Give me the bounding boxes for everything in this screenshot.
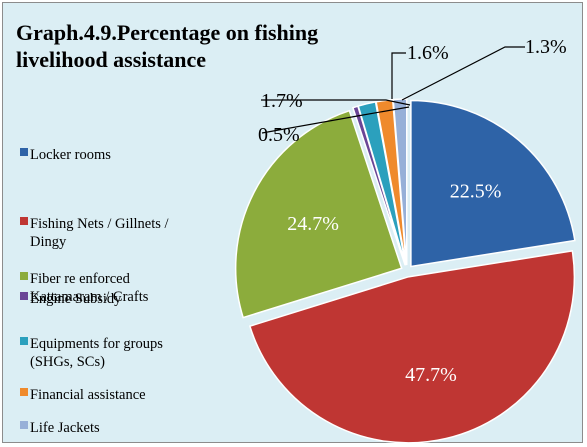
pie-slice-2 <box>248 250 576 444</box>
legend: Locker rooms Fishing Nets / Gillnets / Din… <box>20 147 170 436</box>
data-label-4: 0.5% <box>258 124 300 146</box>
legend-label-2-line-2: Dingy <box>30 234 67 250</box>
data-label-1: 22.5% <box>450 181 502 203</box>
data-label-3: 24.7% <box>287 213 339 235</box>
leader-line-4 <box>261 106 410 134</box>
legend-swatch-4 <box>20 292 28 300</box>
pie-slice-7 <box>392 98 408 266</box>
legend-swatch-6 <box>20 388 28 396</box>
legend-swatch-3 <box>20 272 28 280</box>
legend-label-5: Equipments for groups <box>30 336 163 352</box>
chart-title-line-2: livelihood assistance <box>16 47 206 72</box>
legend-label-4: Engine Subsidy <box>30 291 122 307</box>
data-label-7: 1.3% <box>525 36 567 58</box>
chart-title-line-1: Graph.4.9.Percentage on fishing <box>16 20 318 45</box>
chart-area: Graph.4.9.Percentage on fishing liveliho… <box>2 2 583 444</box>
legend-label-1: Locker rooms <box>30 147 111 163</box>
legend-label-7: Life Jackets <box>30 420 100 436</box>
legend-label-2: Fishing Nets / Gillnets / <box>30 216 170 232</box>
legend-label-5-line-2: (SHGs, SCs) <box>30 354 105 370</box>
pie-slices <box>234 98 576 444</box>
legend-label-3: Fiber re enforced <box>30 271 131 287</box>
legend-label-6: Financial assistance <box>30 387 146 403</box>
pie-slice-1 <box>410 99 576 268</box>
legend-label-3-line-2: Kattamaram / Crafts <box>30 289 149 305</box>
data-label-2: 47.7% <box>405 364 457 386</box>
chart-title: Graph.4.9.Percentage on fishing liveliho… <box>16 20 318 72</box>
data-label-6: 1.6% <box>407 42 449 64</box>
data-label-5: 1.7% <box>261 90 303 112</box>
legend-swatch-7 <box>20 421 28 429</box>
leader-line-7 <box>401 46 525 101</box>
data-labels: 22.5% 47.7% 24.7% 0.5% 1.7% 1.6% 1.3% <box>258 36 567 386</box>
pie-chart: Graph.4.9.Percentage on fishing liveliho… <box>16 20 576 444</box>
leader-line-6 <box>391 52 406 99</box>
legend-swatch-2 <box>20 217 28 225</box>
legend-swatch-1 <box>20 148 28 156</box>
legend-swatch-5 <box>20 337 28 345</box>
leader-line-5 <box>261 99 411 106</box>
